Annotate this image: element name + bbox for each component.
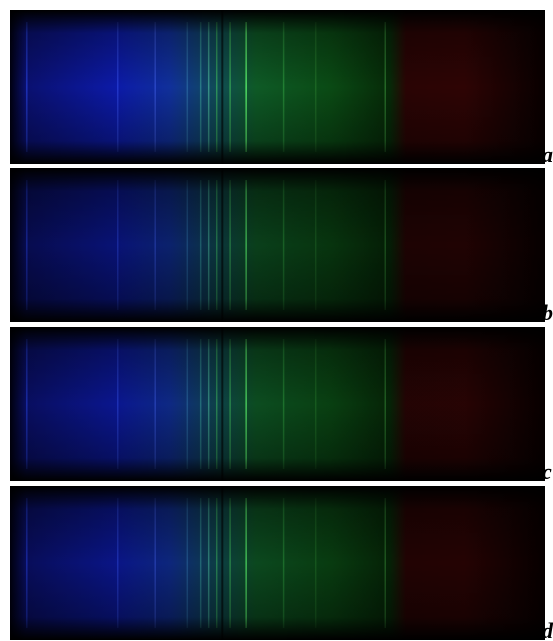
- page: abcd (() => { const data = JSON.parse(do…: [0, 0, 553, 641]
- spectrum-panel: [10, 168, 545, 322]
- panel-label: c: [542, 459, 552, 484]
- vertical-fade: [10, 168, 545, 322]
- panel-label: a: [542, 142, 553, 167]
- spectrum-panel: [10, 327, 545, 481]
- panel-label: b: [542, 300, 553, 325]
- panel-label: d: [542, 618, 553, 641]
- vertical-fade: [10, 486, 545, 640]
- figure: a b c d: [0, 0, 553, 641]
- vertical-fade: [10, 10, 545, 164]
- spectrum-panel: [10, 10, 545, 164]
- vertical-fade: [10, 327, 545, 481]
- spectrum-panel: [10, 486, 545, 640]
